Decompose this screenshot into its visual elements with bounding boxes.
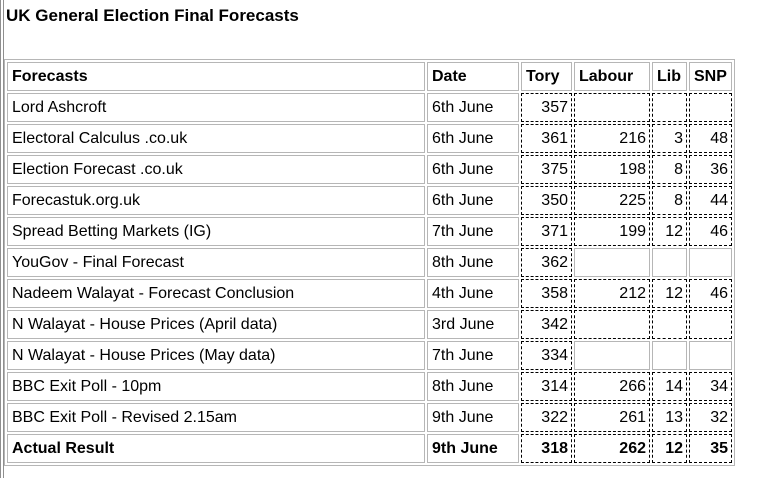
forecast-cell: BBC Exit Poll - Revised 2.15am — [7, 403, 425, 432]
date-cell: 8th June — [427, 248, 519, 277]
snp-cell: 44 — [689, 186, 732, 215]
forecast-cell: Spread Betting Markets (IG) — [7, 217, 425, 246]
table-row: BBC Exit Poll - Revised 2.15am 9th June … — [7, 403, 732, 432]
table-row: BBC Exit Poll - 10pm 8th June 314 266 14… — [7, 372, 732, 401]
snp-cell: 36 — [689, 155, 732, 184]
labour-cell: 212 — [574, 279, 650, 308]
col-header-lib: Lib — [652, 62, 687, 91]
table-row: N Walayat - House Prices (April data) 3r… — [7, 310, 732, 339]
col-header-forecasts: Forecasts — [7, 62, 425, 91]
lib-cell — [652, 341, 687, 370]
forecast-cell: N Walayat - House Prices (May data) — [7, 341, 425, 370]
tory-cell: 334 — [521, 341, 572, 370]
lib-cell: 13 — [652, 403, 687, 432]
lib-cell: 12 — [652, 434, 687, 463]
col-header-tory: Tory — [521, 62, 572, 91]
forecast-cell: Electoral Calculus .co.uk — [7, 124, 425, 153]
header-row: Forecasts Date Tory Labour Lib SNP — [7, 62, 732, 91]
date-cell: 8th June — [427, 372, 519, 401]
labour-cell — [574, 341, 650, 370]
date-cell: 6th June — [427, 124, 519, 153]
lib-cell: 8 — [652, 155, 687, 184]
lib-cell — [652, 248, 687, 277]
col-header-date: Date — [427, 62, 519, 91]
forecast-cell: YouGov - Final Forecast — [7, 248, 425, 277]
tory-cell: 314 — [521, 372, 572, 401]
snp-cell — [689, 93, 732, 122]
lib-cell — [652, 310, 687, 339]
snp-cell: 32 — [689, 403, 732, 432]
date-cell: 9th June — [427, 434, 519, 463]
snp-cell: 35 — [689, 434, 732, 463]
snp-cell — [689, 248, 732, 277]
date-cell: 3rd June — [427, 310, 519, 339]
tory-cell: 371 — [521, 217, 572, 246]
tory-cell: 361 — [521, 124, 572, 153]
left-frame-border — [0, 0, 4, 478]
date-cell: 6th June — [427, 186, 519, 215]
table-row: Electoral Calculus .co.uk 6th June 361 2… — [7, 124, 732, 153]
labour-cell — [574, 310, 650, 339]
forecast-cell: Lord Ashcroft — [7, 93, 425, 122]
labour-cell: 261 — [574, 403, 650, 432]
tory-cell: 358 — [521, 279, 572, 308]
date-cell: 6th June — [427, 155, 519, 184]
tory-cell: 357 — [521, 93, 572, 122]
table-row: N Walayat - House Prices (May data) 7th … — [7, 341, 732, 370]
snp-cell: 34 — [689, 372, 732, 401]
lib-cell: 12 — [652, 217, 687, 246]
forecast-cell: N Walayat - House Prices (April data) — [7, 310, 425, 339]
lib-cell: 3 — [652, 124, 687, 153]
snp-cell: 48 — [689, 124, 732, 153]
labour-cell: 262 — [574, 434, 650, 463]
table-row: Spread Betting Markets (IG) 7th June 371… — [7, 217, 732, 246]
forecast-table: Forecasts Date Tory Labour Lib SNP Lord … — [4, 59, 735, 466]
tory-cell: 350 — [521, 186, 572, 215]
forecast-cell: Actual Result — [7, 434, 425, 463]
table-row: Nadeem Walayat - Forecast Conclusion 4th… — [7, 279, 732, 308]
forecast-cell: BBC Exit Poll - 10pm — [7, 372, 425, 401]
table-row-actual-result: Actual Result 9th June 318 262 12 35 — [7, 434, 732, 463]
lib-cell — [652, 93, 687, 122]
forecast-cell: Forecastuk.org.uk — [7, 186, 425, 215]
lib-cell: 12 — [652, 279, 687, 308]
lib-cell: 8 — [652, 186, 687, 215]
labour-cell: 216 — [574, 124, 650, 153]
tory-cell: 362 — [521, 248, 572, 277]
tory-cell: 342 — [521, 310, 572, 339]
date-cell: 6th June — [427, 93, 519, 122]
labour-cell: 225 — [574, 186, 650, 215]
tory-cell: 318 — [521, 434, 572, 463]
table-row: Lord Ashcroft 6th June 357 — [7, 93, 732, 122]
table-row: YouGov - Final Forecast 8th June 362 — [7, 248, 732, 277]
col-header-labour: Labour — [574, 62, 650, 91]
labour-cell — [574, 93, 650, 122]
labour-cell: 198 — [574, 155, 650, 184]
snp-cell — [689, 310, 732, 339]
tory-cell: 322 — [521, 403, 572, 432]
date-cell: 9th June — [427, 403, 519, 432]
date-cell: 7th June — [427, 341, 519, 370]
tory-cell: 375 — [521, 155, 572, 184]
table-row: Election Forecast .co.uk 6th June 375 19… — [7, 155, 732, 184]
labour-cell: 266 — [574, 372, 650, 401]
date-cell: 7th June — [427, 217, 519, 246]
forecast-cell: Election Forecast .co.uk — [7, 155, 425, 184]
page-title: UK General Election Final Forecasts — [6, 6, 299, 25]
labour-cell: 199 — [574, 217, 650, 246]
table-row: Forecastuk.org.uk 6th June 350 225 8 44 — [7, 186, 732, 215]
labour-cell — [574, 248, 650, 277]
lib-cell: 14 — [652, 372, 687, 401]
snp-cell: 46 — [689, 279, 732, 308]
snp-cell — [689, 341, 732, 370]
date-cell: 4th June — [427, 279, 519, 308]
forecast-cell: Nadeem Walayat - Forecast Conclusion — [7, 279, 425, 308]
snp-cell: 46 — [689, 217, 732, 246]
col-header-snp: SNP — [689, 62, 732, 91]
